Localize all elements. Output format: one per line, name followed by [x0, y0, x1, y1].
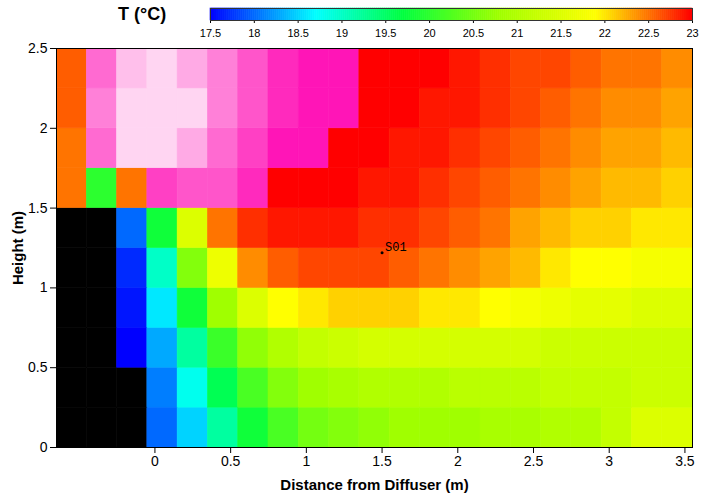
svg-text:3: 3	[605, 453, 613, 469]
svg-text:22.5: 22.5	[638, 27, 659, 39]
svg-text:0: 0	[40, 439, 48, 455]
svg-text:2: 2	[454, 453, 462, 469]
svg-text:23: 23	[686, 27, 698, 39]
svg-text:2.5: 2.5	[524, 453, 544, 469]
svg-text:21.5: 21.5	[550, 27, 571, 39]
svg-text:19: 19	[336, 27, 348, 39]
svg-text:1: 1	[302, 453, 310, 469]
svg-text:Distance from Diffuser (m): Distance from Diffuser (m)	[280, 476, 468, 493]
svg-text:17.5: 17.5	[200, 27, 221, 39]
svg-text:0.5: 0.5	[28, 359, 48, 375]
svg-text:20: 20	[423, 27, 435, 39]
svg-text:1.5: 1.5	[372, 453, 392, 469]
svg-text:S01: S01	[385, 241, 407, 255]
html-text:T (°C): T (°C)	[118, 4, 167, 24]
svg-text:0.5: 0.5	[221, 453, 241, 469]
svg-text:3.5: 3.5	[675, 453, 695, 469]
svg-text:1: 1	[40, 279, 48, 295]
svg-text:Height (m): Height (m)	[9, 211, 26, 285]
svg-text:0: 0	[151, 453, 159, 469]
svg-text:19.5: 19.5	[375, 27, 396, 39]
svg-text:18: 18	[248, 27, 260, 39]
svg-text:1.5: 1.5	[28, 200, 48, 216]
svg-text:18.5: 18.5	[287, 27, 308, 39]
svg-text:2: 2	[40, 120, 48, 136]
svg-text:20.5: 20.5	[463, 27, 484, 39]
svg-text:2.5: 2.5	[28, 40, 48, 56]
svg-text:21: 21	[511, 27, 523, 39]
svg-text:22: 22	[599, 27, 611, 39]
